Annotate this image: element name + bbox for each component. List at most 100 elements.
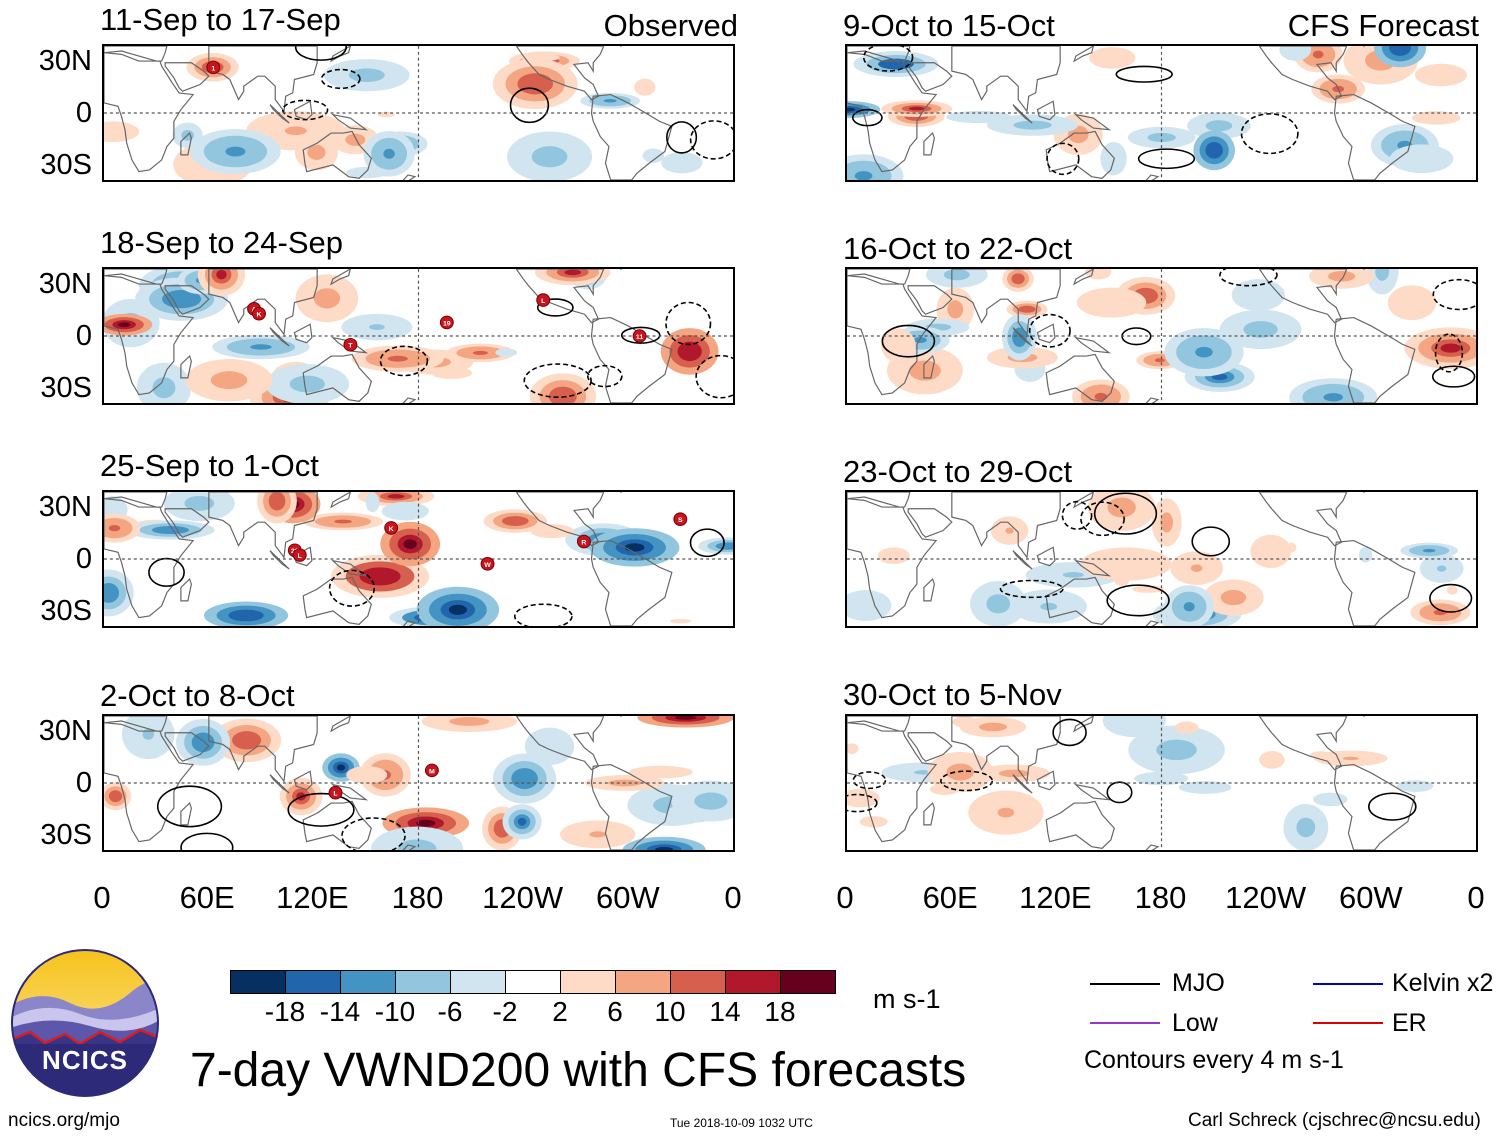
panel-title-obs-1: 11-Sep to 17-Sep [100,2,341,37]
anomaly-patch [368,497,377,508]
y-tick-label: 30S [40,818,92,851]
anomaly-patch [448,604,467,615]
map-svg: AT19L11K [104,269,733,403]
anomaly-patch [508,518,523,524]
storm-marker: M [424,763,439,778]
coastline [951,46,1061,113]
mjo-contour [689,120,733,160]
anomaly-patch [1378,269,1386,277]
coastline [104,269,168,285]
anomaly-patch [1139,587,1157,592]
legend-line-er [1313,1022,1383,1024]
anomaly-patch [675,716,697,720]
anomaly-patch [675,159,689,167]
mjo-contour [1368,792,1417,821]
anomaly-patch [985,724,1001,730]
anomaly-patch [1251,325,1270,334]
footer-timestamp: Tue 2018-10-09 1032 UTC [670,1116,813,1130]
coastline [1012,327,1033,347]
storm-marker: 11 [632,329,647,343]
anomaly-patch [383,148,395,159]
mjo-contour [695,354,733,399]
x-tick-label: 180 [391,880,444,915]
coastline [293,323,313,344]
anomaly-patch [1182,725,1191,730]
storm-marker: R [576,534,591,549]
anomaly-patch [1114,502,1130,513]
anomaly-patch [336,764,346,771]
mjo-contour [523,363,592,398]
forecast-map-3 [845,490,1478,628]
legend-line-mjo [1090,983,1160,985]
mjo-contour [379,345,429,377]
anomaly-patch [197,737,210,748]
column-label-cfs-forecast: CFS Forecast [1287,8,1479,43]
anomaly-patch [108,524,121,532]
anomaly-patch [1190,564,1203,572]
anomaly-patch [529,55,551,60]
legend-label-low: Low [1172,1009,1218,1037]
anomaly-patch [1165,744,1188,756]
y-tick-label: 0 [75,320,92,352]
storm-label: T [348,343,353,350]
anomaly-patch [1342,756,1359,761]
forecast-map-1 [845,44,1478,182]
coastline [923,578,935,602]
anomaly-patch [1154,135,1170,140]
mjo-contour [1080,501,1125,537]
anomaly-patch [1211,122,1226,129]
anomaly-patch [1163,517,1170,528]
mjo-contour [881,324,936,358]
y-tick-label: 30S [40,371,92,404]
x-tick-label: 0 [93,880,111,915]
anomaly-patch [1062,572,1084,578]
mjo-contour [180,832,234,850]
anomaly-patch [444,371,458,375]
mjo-contour [847,793,878,813]
anomaly-patch [893,340,904,351]
anomaly-patch [1154,358,1165,363]
mjo-contour [536,298,574,317]
x-tick-label: 120W [1225,880,1307,915]
anomaly-patch [1006,771,1022,776]
coastline [1073,46,1094,63]
coastline [847,52,938,173]
coastline [1045,130,1115,179]
panel-title-obs-2: 18-Sep to 24-Sep [100,225,344,260]
coastline [402,844,417,850]
coastline [1074,783,1112,801]
coastline [847,722,938,843]
anomaly-patch [888,553,899,559]
storm-label: 1 [211,65,215,72]
y-tick-label: 0 [75,97,92,129]
anomaly-patch [1072,129,1084,139]
coastline [302,353,372,402]
mjo-contour [287,792,355,827]
mjo-contour [156,785,223,828]
y-tick-label: 30N [38,491,92,524]
anomaly-patch [104,587,115,599]
anomaly-patch [886,61,906,67]
anomaly-patch [1116,560,1137,568]
coastline [104,52,195,173]
colorbar-tick-label: -14 [319,996,361,1027]
coastline [907,508,953,538]
storm-marker: K [384,521,399,535]
anomaly-patch [1422,548,1436,553]
coastline [590,763,673,850]
legend-label-mjo: MJO [1172,969,1225,997]
coastline [1145,397,1160,403]
anomaly-patch [239,735,255,746]
anomaly-patch [913,337,927,344]
coastline [104,275,195,396]
storm-marker: K [252,306,266,321]
mjo-contour [513,603,573,626]
colorbar-swatch [395,970,451,994]
storm-marker: L [292,548,307,562]
colorbar-swatch [780,970,836,994]
anomaly-patch [857,600,874,611]
coastline [1045,353,1115,402]
coastline [1258,492,1348,547]
coastline [302,130,372,179]
coastline [402,397,417,403]
